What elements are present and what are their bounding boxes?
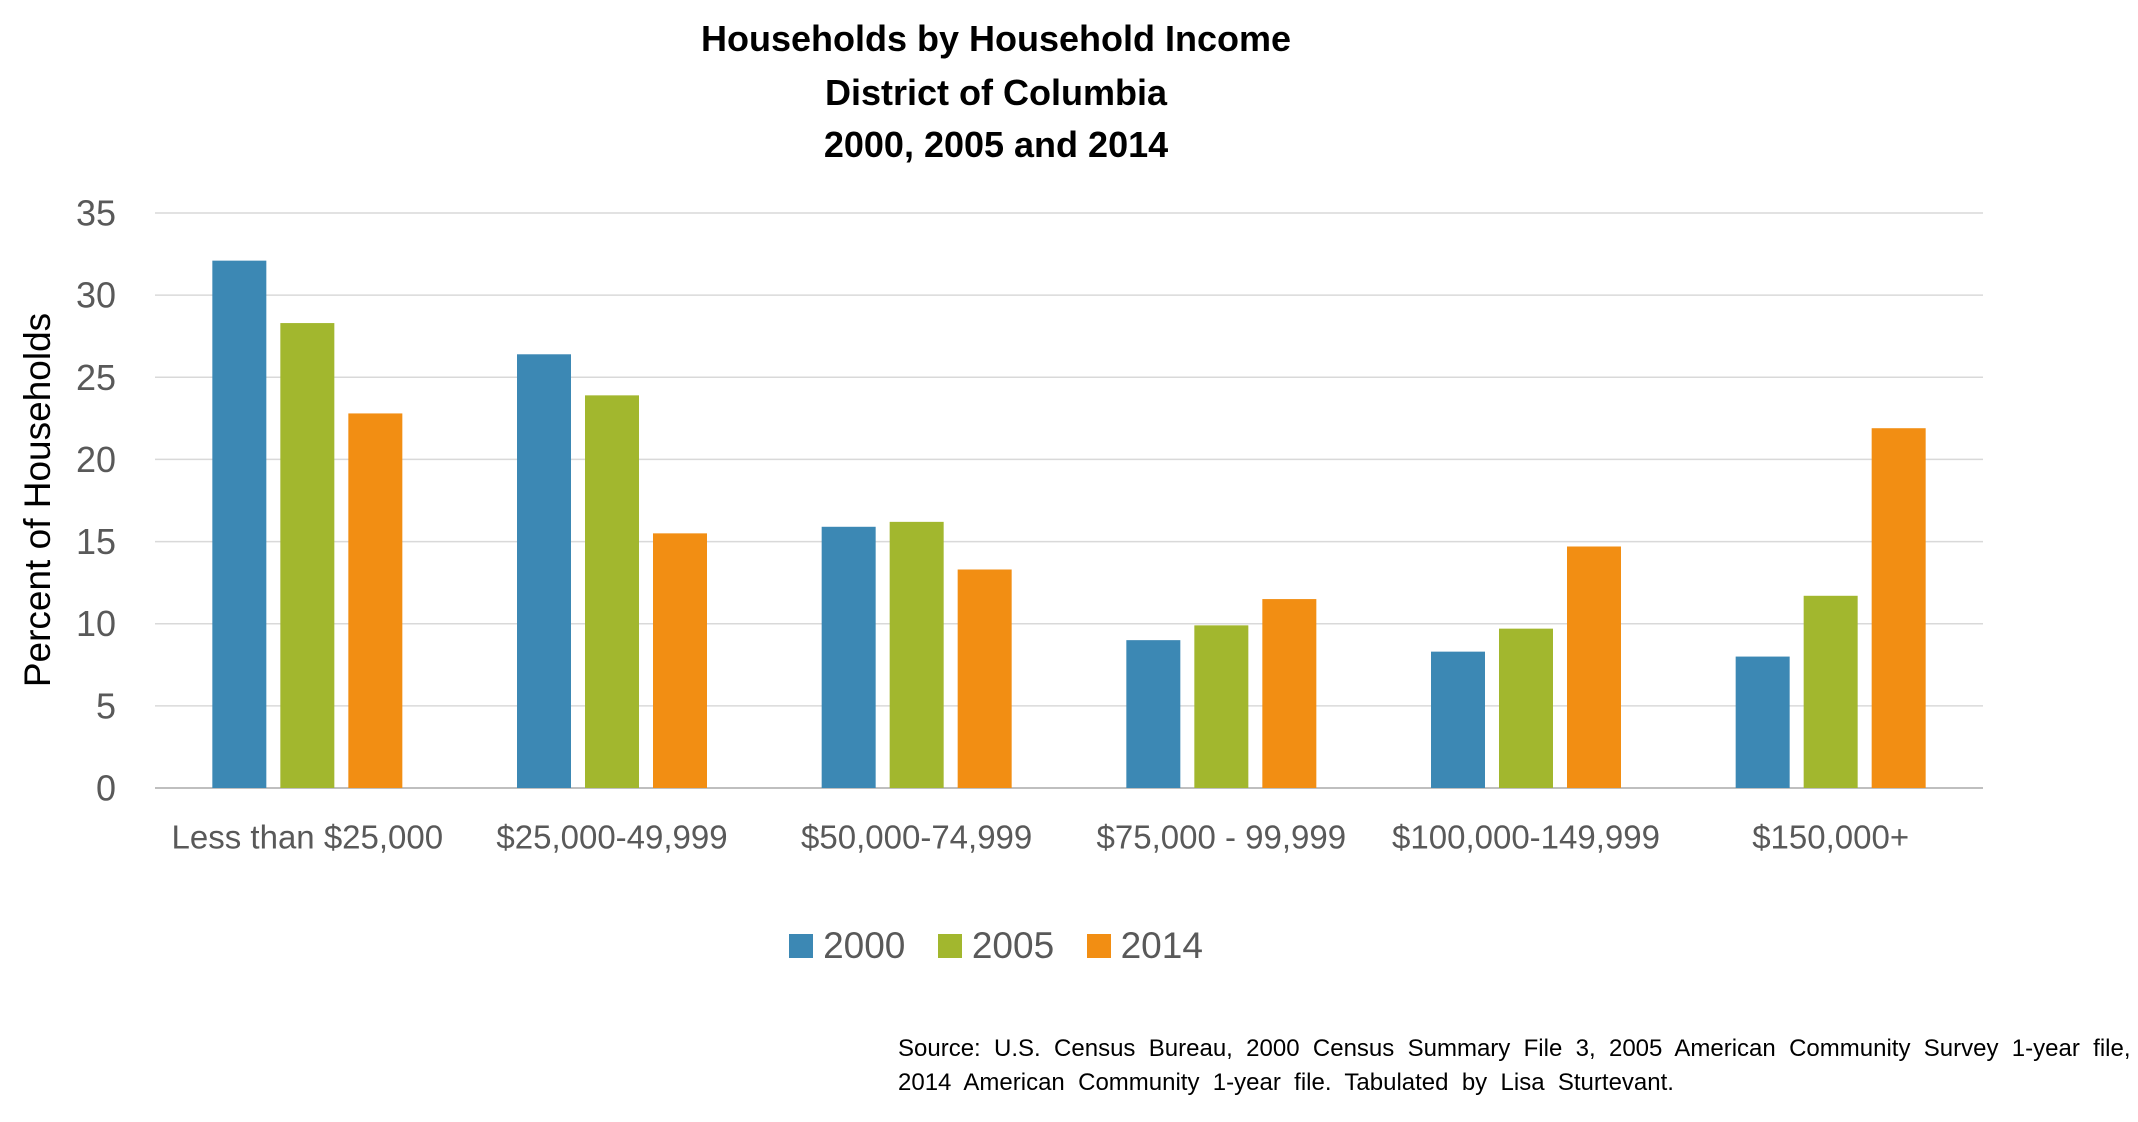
- bars: [212, 260, 1926, 789]
- source-line-1: Source: U.S. Census Bureau, 2000 Census …: [898, 1035, 2131, 1062]
- chart-title-line-3: 2000, 2005 and 2014: [823, 124, 1169, 165]
- legend-item-2000: 2000: [789, 925, 905, 967]
- x-tick-label: $75,000 - 99,999: [1097, 819, 1347, 856]
- bar-2000-1: [517, 354, 571, 788]
- legend-label-2014: 2014: [1120, 925, 1203, 966]
- legend-swatch-2005: [937, 934, 962, 958]
- x-tick-label: $150,000+: [1752, 819, 1909, 856]
- bar-2000-4: [1431, 651, 1485, 788]
- bar-2005-2: [889, 521, 944, 788]
- bar-2014-1: [653, 533, 707, 788]
- gridlines: [155, 212, 1983, 789]
- bar-2014-2: [957, 569, 1012, 788]
- source-note: Source: U.S. Census Bureau, 2000 Census …: [898, 1032, 2131, 1100]
- bar-2005-3: [1194, 625, 1249, 788]
- bar-2005-0: [280, 323, 335, 788]
- x-tick-label: $25,000-49,999: [496, 819, 727, 856]
- legend-label-2000: 2000: [823, 925, 906, 966]
- y-tick-label: 15: [76, 521, 116, 562]
- y-tick-label: 10: [76, 603, 116, 644]
- legend: 2000 2005 2014: [0, 925, 1992, 967]
- y-tick-label: 30: [76, 275, 116, 316]
- bar-2005-4: [1499, 628, 1553, 788]
- chart-title-line-2: District of Columbia: [824, 72, 1168, 113]
- y-tick-label: 20: [76, 439, 116, 480]
- y-tick-labels: 0 5 10 15 20 25 30 35: [76, 193, 116, 809]
- y-tick-label: 35: [76, 193, 116, 234]
- x-tick-label: $100,000-149,999: [1392, 819, 1660, 856]
- x-tick-label: Less than $25,000: [172, 819, 444, 856]
- chart-title-line-1: Households by Household Income: [700, 18, 1292, 59]
- legend-swatch-2000: [789, 934, 814, 958]
- bar-2000-3: [1126, 640, 1181, 788]
- x-tick-label: $50,000-74,999: [801, 819, 1032, 856]
- y-tick-label: 0: [96, 768, 116, 809]
- bar-2014-4: [1567, 546, 1621, 788]
- source-line-2: 2014 American Community 1-year file. Tab…: [898, 1069, 1674, 1096]
- bar-2005-5: [1803, 595, 1858, 788]
- bar-2000-5: [1735, 656, 1790, 788]
- y-tick-label: 25: [76, 357, 116, 398]
- legend-item-2014: 2014: [1086, 925, 1203, 967]
- bar-2000-0: [212, 260, 267, 789]
- bar-2014-0: [348, 413, 403, 788]
- bar-2000-2: [821, 526, 876, 788]
- x-tick-labels: Less than $25,000 $25,000-49,999 $50,000-7…: [172, 819, 1910, 856]
- bar-2014-5: [1871, 428, 1926, 788]
- legend-swatch-2014: [1086, 934, 1111, 958]
- y-tick-label: 5: [96, 685, 116, 726]
- bar-2014-3: [1262, 599, 1317, 788]
- legend-label-2005: 2005: [971, 925, 1055, 966]
- legend-item-2005: 2005: [937, 925, 1055, 967]
- bar-2005-1: [585, 395, 639, 788]
